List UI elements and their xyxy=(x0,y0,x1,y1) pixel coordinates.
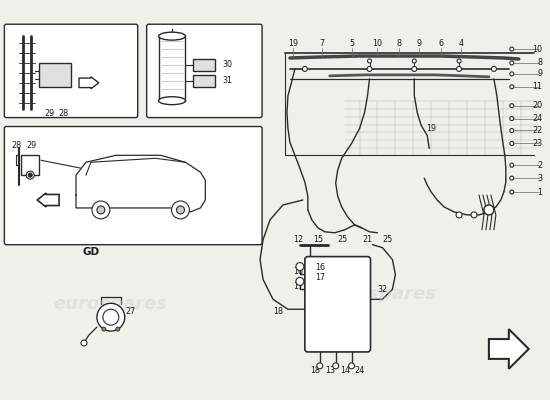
Text: 28: 28 xyxy=(58,109,68,118)
Bar xyxy=(194,75,215,87)
Circle shape xyxy=(333,363,339,369)
Circle shape xyxy=(510,72,514,76)
Circle shape xyxy=(456,212,462,218)
Circle shape xyxy=(28,173,32,177)
Text: eurospares: eurospares xyxy=(322,285,437,303)
Text: 3: 3 xyxy=(538,174,543,183)
Text: 25: 25 xyxy=(382,235,393,244)
Text: 13: 13 xyxy=(324,366,335,375)
Circle shape xyxy=(172,201,189,219)
Circle shape xyxy=(510,163,514,167)
Text: 21: 21 xyxy=(362,235,372,244)
Polygon shape xyxy=(489,329,529,369)
Circle shape xyxy=(296,262,304,270)
Circle shape xyxy=(510,61,514,65)
FancyBboxPatch shape xyxy=(4,24,138,118)
Ellipse shape xyxy=(158,97,185,105)
Text: 20: 20 xyxy=(532,101,543,110)
Text: 9: 9 xyxy=(537,69,543,78)
Circle shape xyxy=(92,201,110,219)
Text: 28: 28 xyxy=(11,141,21,150)
Text: 6: 6 xyxy=(439,38,444,48)
Text: 22: 22 xyxy=(532,126,543,135)
Circle shape xyxy=(471,212,477,218)
Text: 19: 19 xyxy=(288,38,298,48)
Circle shape xyxy=(510,190,514,194)
Text: 5: 5 xyxy=(349,38,354,48)
Text: 12: 12 xyxy=(293,235,303,244)
Circle shape xyxy=(26,171,34,179)
Text: 19: 19 xyxy=(426,124,436,133)
Bar xyxy=(21,155,39,175)
Text: 8: 8 xyxy=(397,38,402,48)
Circle shape xyxy=(102,327,106,331)
Text: 24: 24 xyxy=(355,366,365,375)
Text: 29: 29 xyxy=(44,109,54,118)
Circle shape xyxy=(97,303,125,331)
Text: 29: 29 xyxy=(26,141,36,150)
Text: 10: 10 xyxy=(532,44,543,54)
Circle shape xyxy=(116,327,120,331)
Circle shape xyxy=(510,128,514,132)
Circle shape xyxy=(349,363,355,369)
Bar xyxy=(194,59,215,71)
Text: GD: GD xyxy=(82,247,100,257)
Polygon shape xyxy=(79,77,99,89)
Text: 7: 7 xyxy=(319,38,324,48)
Circle shape xyxy=(510,176,514,180)
Circle shape xyxy=(97,206,105,214)
FancyBboxPatch shape xyxy=(4,126,262,245)
Text: 18: 18 xyxy=(273,307,283,316)
Text: 11: 11 xyxy=(532,82,543,91)
Circle shape xyxy=(302,66,307,71)
Text: 18: 18 xyxy=(310,366,320,375)
Text: 27: 27 xyxy=(126,307,136,316)
Text: 10: 10 xyxy=(372,38,382,48)
Circle shape xyxy=(367,66,372,71)
Circle shape xyxy=(412,59,416,63)
Circle shape xyxy=(296,278,304,286)
Text: 1: 1 xyxy=(538,188,543,196)
Text: eurospares: eurospares xyxy=(54,295,168,313)
FancyBboxPatch shape xyxy=(147,24,262,118)
Circle shape xyxy=(484,205,494,215)
Text: 31: 31 xyxy=(222,76,232,85)
Ellipse shape xyxy=(158,32,185,40)
Circle shape xyxy=(510,47,514,51)
Text: 23: 23 xyxy=(532,139,543,148)
Text: 4: 4 xyxy=(459,38,464,48)
Text: 15: 15 xyxy=(313,235,323,244)
Circle shape xyxy=(412,66,417,71)
Circle shape xyxy=(510,85,514,89)
Circle shape xyxy=(510,104,514,108)
Text: 8: 8 xyxy=(538,58,543,68)
Text: 24: 24 xyxy=(532,114,543,123)
Text: 32: 32 xyxy=(377,285,388,294)
Circle shape xyxy=(457,59,461,63)
Circle shape xyxy=(317,363,323,369)
Polygon shape xyxy=(37,193,59,207)
Circle shape xyxy=(367,59,371,63)
Bar xyxy=(39,63,71,87)
Text: 16: 16 xyxy=(315,263,324,272)
Text: 30: 30 xyxy=(222,60,232,70)
Text: 14: 14 xyxy=(340,366,351,375)
Circle shape xyxy=(177,206,184,214)
Circle shape xyxy=(81,340,87,346)
Circle shape xyxy=(491,66,497,71)
Text: 9: 9 xyxy=(417,38,422,48)
Text: 25: 25 xyxy=(338,235,348,244)
Circle shape xyxy=(103,309,119,325)
Circle shape xyxy=(510,142,514,145)
Text: 17: 17 xyxy=(315,273,325,282)
Text: 17: 17 xyxy=(293,282,303,291)
Circle shape xyxy=(510,116,514,120)
Circle shape xyxy=(456,66,461,71)
Text: 16: 16 xyxy=(293,267,303,276)
FancyBboxPatch shape xyxy=(305,257,371,352)
Text: 2: 2 xyxy=(537,161,543,170)
